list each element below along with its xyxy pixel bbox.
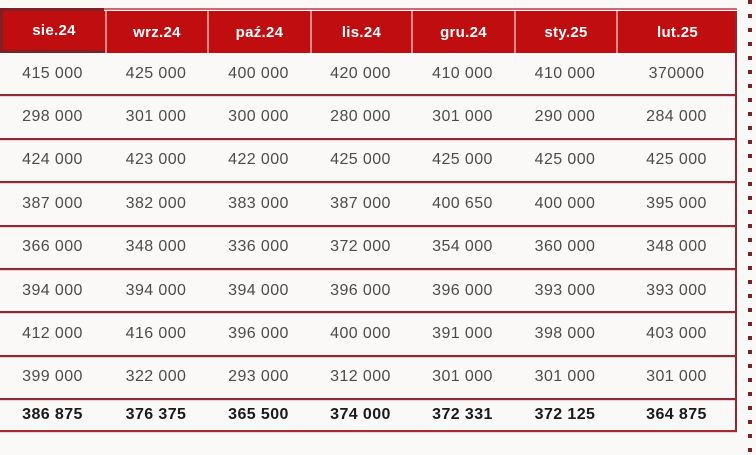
summary-cell: 372 125 — [534, 406, 596, 424]
data-cell: 400 000 — [330, 325, 391, 343]
data-cell: 400 000 — [534, 194, 596, 212]
header-cell-lut.25: lut.25 — [616, 11, 737, 53]
data-cell: 370000 — [648, 64, 705, 82]
data-cell: 410 000 — [432, 64, 493, 82]
data-cell: 336 000 — [228, 238, 289, 256]
monthly-values-table: sie.24 wrz.24 paź.24 lis.24 gru.24 sty.25 lut.… — [0, 11, 737, 433]
table-row: 387 000 382 000 383 000 387 000 400 650 400 0… — [0, 183, 737, 227]
data-cell: 410 000 — [534, 64, 596, 82]
data-cell: 425 000 — [432, 151, 493, 169]
data-cell: 425 000 — [646, 151, 707, 169]
header-cell-lis.24: lis.24 — [310, 11, 411, 53]
data-cell: 395 000 — [646, 194, 707, 212]
data-cell: 383 000 — [228, 194, 289, 212]
data-cell: 301 000 — [125, 108, 187, 126]
data-cell: 424 000 — [22, 151, 83, 169]
data-cell: 415 000 — [22, 64, 83, 82]
data-cell: 396 000 — [228, 325, 289, 343]
summary-cell: 376 375 — [125, 406, 187, 424]
data-cell: 399 000 — [22, 368, 83, 386]
data-cell: 366 000 — [22, 238, 83, 256]
table-body: 415 000 425 000 400 000 420 000 410 000 410 0… — [0, 53, 737, 433]
data-cell: 301 000 — [534, 368, 596, 386]
header-cell-paź.24: paź.24 — [207, 11, 310, 53]
data-cell: 293 000 — [228, 368, 289, 386]
data-cell: 300 000 — [228, 108, 289, 126]
data-cell: 425 000 — [125, 64, 187, 82]
data-cell: 400 000 — [228, 64, 289, 82]
table-row: 298 000 301 000 300 000 280 000 301 000 290 0… — [0, 96, 737, 140]
data-cell: 393 000 — [534, 281, 596, 299]
data-cell: 372 000 — [330, 238, 391, 256]
data-cell: 298 000 — [22, 108, 83, 126]
summary-cell: 372 331 — [432, 406, 493, 424]
header-cell-sie.24: sie.24 — [0, 11, 105, 53]
data-cell: 322 000 — [125, 368, 187, 386]
data-cell: 391 000 — [432, 325, 493, 343]
data-cell: 382 000 — [125, 194, 187, 212]
data-cell: 423 000 — [125, 151, 187, 169]
data-cell: 301 000 — [432, 108, 493, 126]
data-cell: 425 000 — [330, 151, 391, 169]
table-row: 366 000 348 000 336 000 372 000 354 000 360 0… — [0, 227, 737, 270]
top-accent-line-dark — [0, 8, 104, 11]
data-cell: 420 000 — [330, 64, 391, 82]
table-right-border — [735, 11, 737, 432]
dotted-edge-line — [748, 0, 752, 455]
top-accent-line-light — [104, 8, 737, 10]
table-row: 394 000 394 000 394 000 396 000 396 000 393 0… — [0, 270, 737, 314]
data-cell: 403 000 — [646, 325, 707, 343]
data-cell: 312 000 — [330, 368, 391, 386]
data-cell: 387 000 — [22, 194, 83, 212]
data-cell: 360 000 — [534, 238, 596, 256]
data-cell: 348 000 — [646, 238, 707, 256]
header-cell-gru.24: gru.24 — [411, 11, 514, 53]
data-cell: 301 000 — [646, 368, 707, 386]
data-cell: 422 000 — [228, 151, 289, 169]
data-cell: 284 000 — [646, 108, 707, 126]
summary-cell: 374 000 — [330, 406, 391, 424]
data-cell: 280 000 — [330, 108, 391, 126]
month-header-row: sie.24 wrz.24 paź.24 lis.24 gru.24 sty.25 lut.… — [0, 11, 737, 53]
data-cell: 425 000 — [534, 151, 596, 169]
summary-row: 386 875 376 375 365 500 374 000 372 331 372 1… — [0, 400, 737, 433]
table-row: 399 000 322 000 293 000 312 000 301 000 301 0… — [0, 357, 737, 401]
data-cell: 400 650 — [432, 194, 493, 212]
data-cell: 301 000 — [432, 368, 493, 386]
table-row: 415 000 425 000 400 000 420 000 410 000 410 0… — [0, 53, 737, 97]
summary-cell: 364 875 — [646, 406, 707, 424]
data-cell: 396 000 — [330, 281, 391, 299]
data-cell: 394 000 — [125, 281, 187, 299]
data-cell: 396 000 — [432, 281, 493, 299]
summary-cell: 386 875 — [22, 406, 83, 424]
data-cell: 393 000 — [646, 281, 707, 299]
data-cell: 394 000 — [228, 281, 289, 299]
data-cell: 348 000 — [125, 238, 187, 256]
data-cell: 398 000 — [534, 325, 596, 343]
header-cell-sty.25: sty.25 — [514, 11, 616, 53]
data-cell: 290 000 — [534, 108, 596, 126]
summary-cell: 365 500 — [228, 406, 289, 424]
data-cell: 412 000 — [22, 325, 83, 343]
data-cell: 387 000 — [330, 194, 391, 212]
header-cell-wrz.24: wrz.24 — [105, 11, 207, 53]
table-row: 412 000 416 000 396 000 400 000 391 000 398 0… — [0, 313, 737, 357]
data-cell: 354 000 — [432, 238, 493, 256]
data-cell: 416 000 — [125, 325, 187, 343]
table-row: 424 000 423 000 422 000 425 000 425 000 425 0… — [0, 140, 737, 184]
data-cell: 394 000 — [22, 281, 83, 299]
